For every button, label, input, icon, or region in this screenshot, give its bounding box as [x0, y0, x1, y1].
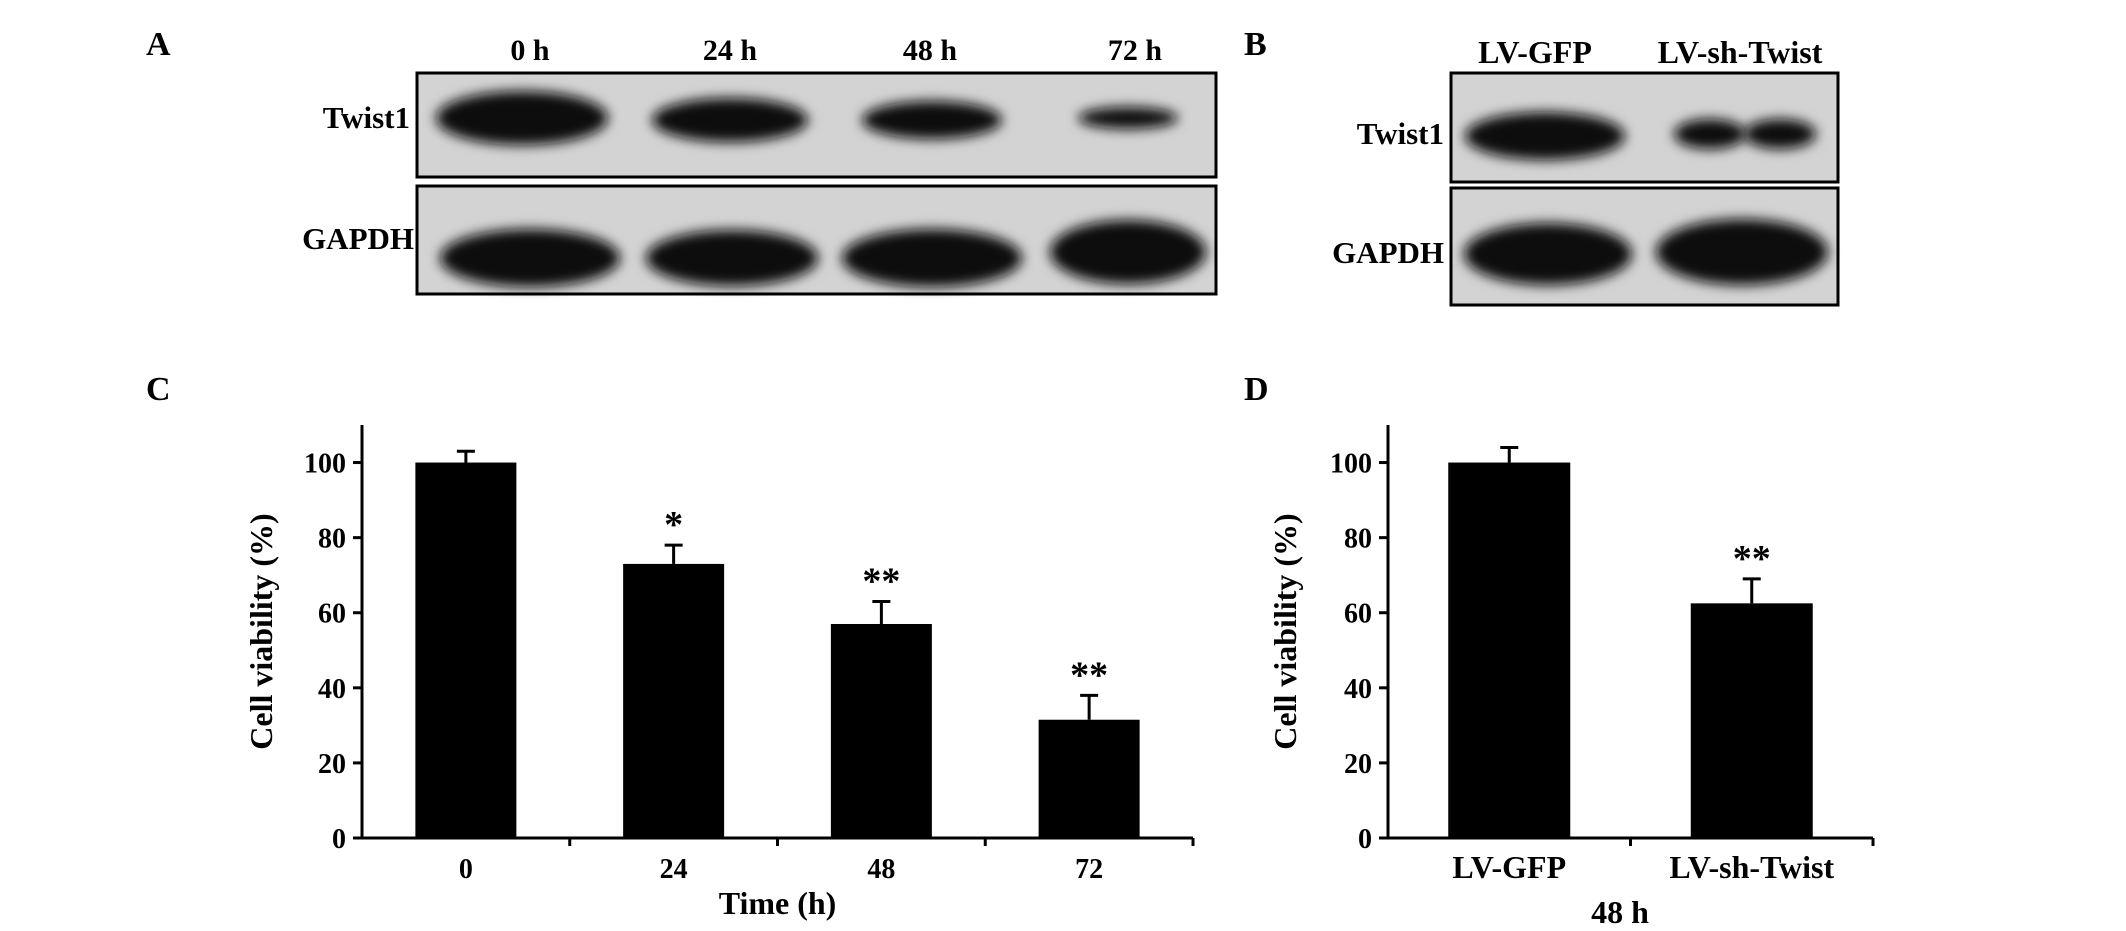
- panel-a-row-label-gapdh: GAPDH: [302, 221, 414, 256]
- x-tick-label: 24: [660, 854, 688, 885]
- band-gapdh-lv-gfp: [1464, 223, 1632, 285]
- blot-b-gapdh-strip: [1449, 186, 1840, 307]
- y-tick-label: 40: [1344, 674, 1372, 705]
- blot-b-twist1-strip: [1449, 71, 1840, 184]
- band-twist1-24h: [652, 98, 808, 142]
- x-tick-label: 72: [1075, 854, 1103, 885]
- band-twist1-72h: [1078, 107, 1178, 129]
- y-tick-label: 100: [304, 449, 346, 480]
- y-tick-label: 0: [332, 824, 346, 855]
- panel-a-label: A: [146, 26, 171, 63]
- band-twist1-lv-sh-twist-right: [1744, 119, 1816, 149]
- panel-b-lane-label: LV-GFP: [1478, 34, 1592, 70]
- x-tick-label: 0: [459, 854, 473, 885]
- chart-c: 0 20 40 60 80 100 0 24 * 48 ** 72 ** Cell viability (…: [243, 425, 1195, 921]
- bar: [623, 563, 725, 838]
- panel-d-group-label: 48 h: [1591, 894, 1649, 930]
- panel-d-label: D: [1244, 371, 1269, 408]
- y-tick-label: 80: [318, 524, 346, 555]
- band-gapdh-0h: [440, 229, 620, 287]
- panel-a-lane-label: 0 h: [510, 34, 550, 67]
- significance-label: **: [862, 560, 900, 602]
- x-tick-label: 48: [867, 854, 895, 885]
- band-twist1-48h: [862, 101, 1002, 139]
- panel-b-row-label-twist1: Twist1: [1357, 116, 1444, 151]
- band-gapdh-48h: [842, 229, 1022, 287]
- y-tick-label: 20: [1344, 749, 1372, 780]
- band-gapdh-24h: [646, 230, 818, 286]
- panel-a-lane-label: 48 h: [903, 34, 958, 67]
- panel-c-label: C: [146, 371, 171, 408]
- blot-a-gapdh-strip: [415, 184, 1218, 296]
- bar: [1690, 603, 1813, 838]
- x-tick-label: LV-GFP: [1452, 849, 1566, 885]
- band-twist1-0h: [436, 91, 608, 145]
- panel-b: B LV-GFP LV-sh-Twist Twist1 GAPDH: [1244, 26, 1840, 307]
- bar: [830, 623, 932, 838]
- panel-b-row-label-gapdh: GAPDH: [1332, 235, 1444, 270]
- y-tick-label: 40: [318, 674, 346, 705]
- y-tick-label: 0: [1358, 824, 1372, 855]
- panel-b-lane-label: LV-sh-Twist: [1658, 34, 1823, 70]
- chart-d: 0 20 40 60 80 100 LV-GFP LV-sh-Twist ** Cell viab…: [1267, 425, 1875, 885]
- y-tick-label: 100: [1330, 449, 1372, 480]
- y-axis-title: Cell viability (%): [243, 513, 279, 749]
- y-tick-label: 20: [318, 749, 346, 780]
- panel-a-lane-label: 24 h: [703, 34, 758, 67]
- panel-a-lane-label: 72 h: [1108, 34, 1163, 67]
- bar: [1448, 462, 1571, 838]
- x-tick-label: LV-sh-Twist: [1669, 849, 1834, 885]
- band-gapdh-lv-sh-twist: [1656, 219, 1828, 285]
- blot-a-twist1-strip: [415, 71, 1218, 179]
- bar: [1038, 719, 1140, 838]
- y-axis-title: Cell viability (%): [1267, 513, 1303, 749]
- y-tick-label: 60: [318, 599, 346, 630]
- significance-label: **: [1733, 538, 1771, 580]
- bar: [415, 462, 517, 838]
- x-axis-title: Time (h): [719, 885, 837, 921]
- band-gapdh-72h: [1050, 220, 1206, 284]
- panel-b-label: B: [1244, 26, 1267, 63]
- panel-a-row-label-twist1: Twist1: [323, 100, 410, 135]
- band-twist1-lv-sh-twist-left: [1674, 119, 1746, 149]
- panel-a: A 0 h 24 h 48 h 72 h Twist1 GAPDH: [146, 26, 1218, 296]
- y-tick-label: 80: [1344, 524, 1372, 555]
- band-twist1-lv-gfp: [1465, 112, 1625, 160]
- y-tick-label: 60: [1344, 599, 1372, 630]
- significance-label: *: [664, 504, 683, 546]
- significance-label: **: [1070, 654, 1108, 696]
